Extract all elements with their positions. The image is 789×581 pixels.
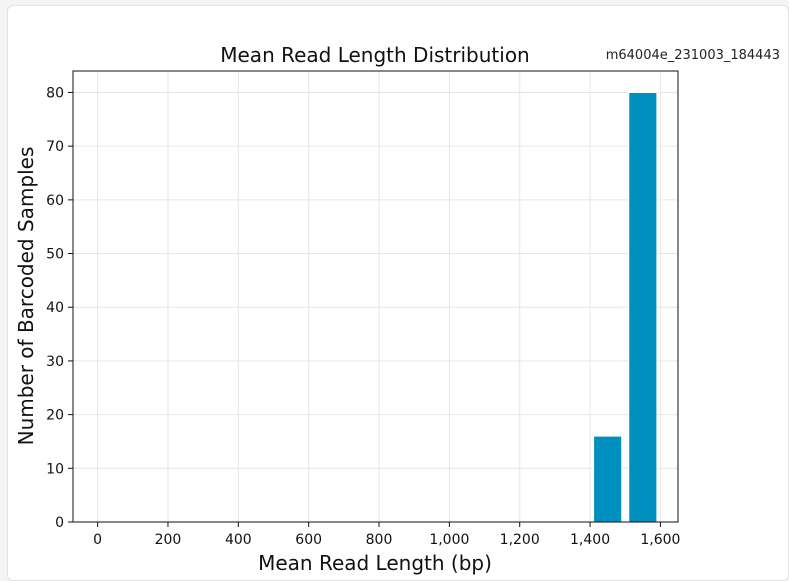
- bars: [593, 91, 658, 523]
- grid-lines: [73, 71, 678, 523]
- x-tick-label: 1,200: [500, 532, 540, 548]
- y-tick-label: 0: [55, 515, 64, 531]
- x-tick-label: 1,400: [570, 532, 610, 548]
- chart-title: Mean Read Length Distribution: [220, 43, 529, 67]
- run-id-label: m64004e_231003_184443: [606, 48, 780, 63]
- x-tick-label: 1,000: [429, 532, 469, 548]
- x-tick-label: 1,600: [640, 532, 680, 548]
- y-tick-label: 50: [46, 247, 64, 263]
- x-tick-label: 200: [155, 532, 182, 548]
- y-tick-label: 70: [46, 139, 64, 155]
- plot-frame: [72, 70, 679, 523]
- bar-0: [593, 435, 623, 523]
- x-tick-label: 800: [366, 532, 393, 548]
- y-tick-label: 80: [46, 85, 64, 101]
- y-tick-label: 30: [46, 354, 64, 370]
- y-tick-label: 10: [46, 461, 64, 477]
- axis-ticks: 0 200 400 600 800 1,000 1,200 1,400 1,600 0 10 20 30…: [46, 85, 680, 548]
- x-tick-label: 600: [295, 532, 322, 548]
- x-tick-label: 400: [225, 532, 252, 548]
- x-tick-label: 0: [93, 532, 102, 548]
- y-axis-label: Number of Barcoded Samples: [14, 147, 38, 446]
- y-tick-label: 20: [46, 408, 64, 424]
- y-tick-label: 40: [46, 300, 64, 316]
- x-axis-label: Mean Read Length (bp): [258, 551, 492, 575]
- y-tick-label: 60: [46, 193, 64, 209]
- bar-1: [628, 91, 658, 523]
- chart-card: [7, 5, 789, 581]
